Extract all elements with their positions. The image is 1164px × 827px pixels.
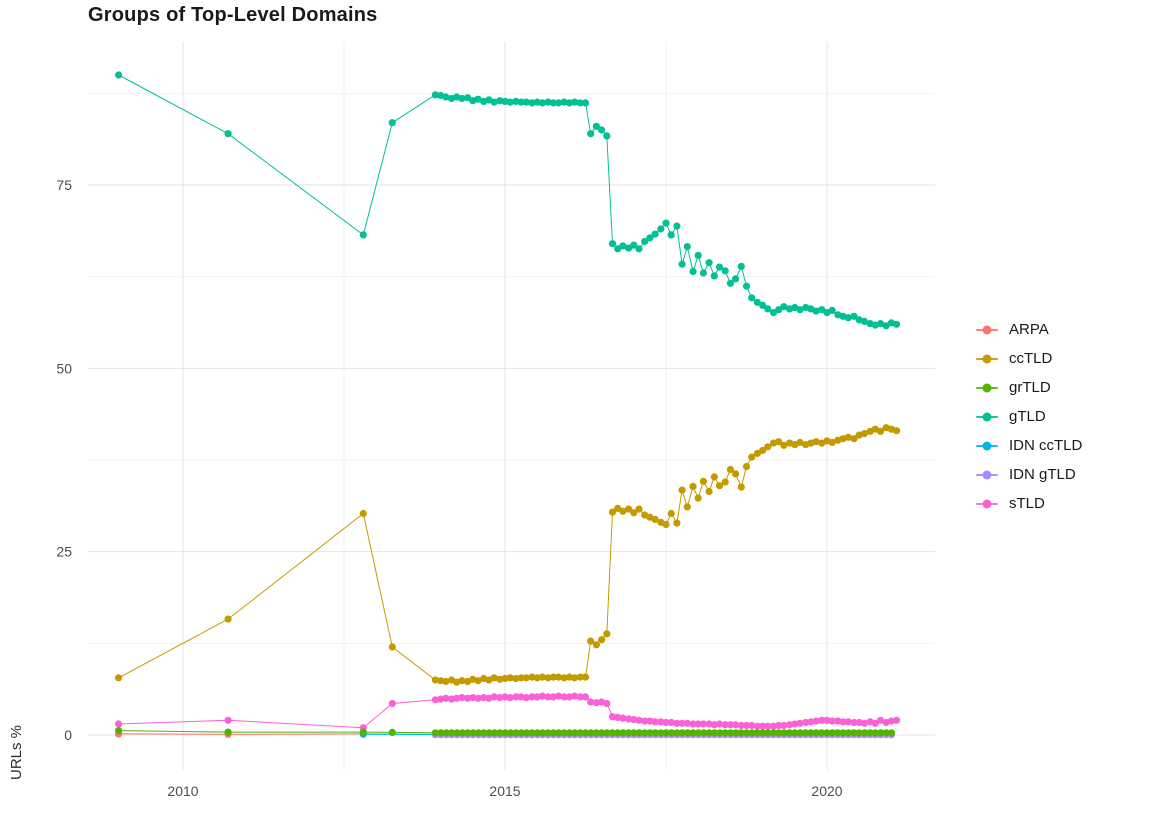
legend-item-idn-cctld: IDN ccTLD <box>975 436 1082 455</box>
grid-minor <box>88 42 935 770</box>
svg-text:75: 75 <box>56 177 72 193</box>
chart-title: Groups of Top-Level Domains <box>88 4 378 26</box>
series-stld <box>115 692 901 732</box>
series-cctld <box>115 424 901 686</box>
legend-key-icon <box>975 380 999 396</box>
legend-key-icon <box>975 409 999 425</box>
legend-label: gTLD <box>1009 408 1046 425</box>
legend-key-icon <box>975 496 999 512</box>
legend-label: ccTLD <box>1009 350 1053 367</box>
legend-label: grTLD <box>1009 379 1051 396</box>
legend-label: sTLD <box>1009 495 1045 512</box>
x-tick-labels: 2010 2015 2020 <box>167 783 842 799</box>
legend-key-icon <box>975 322 999 338</box>
legend-label: IDN ccTLD <box>1009 437 1083 454</box>
svg-text:2010: 2010 <box>167 783 198 799</box>
y-tick-labels: 0 25 50 75 <box>56 177 72 743</box>
legend-key-icon <box>975 467 999 483</box>
legend-item-gtld: gTLD <box>975 407 1082 426</box>
legend-label: ARPA <box>1009 321 1049 338</box>
grid-major <box>88 42 935 770</box>
legend-key-icon <box>975 438 999 454</box>
svg-text:2020: 2020 <box>811 783 842 799</box>
legend-item-grtld: grTLD <box>975 378 1082 397</box>
svg-text:50: 50 <box>56 360 72 376</box>
legend-label: IDN gTLD <box>1009 466 1076 483</box>
svg-text:2015: 2015 <box>489 783 520 799</box>
series-grtld <box>115 727 896 737</box>
legend-item-arpa: ARPA <box>975 320 1082 339</box>
legend-item-stld: sTLD <box>975 494 1082 513</box>
series-gtld <box>115 71 901 330</box>
svg-text:0: 0 <box>64 727 72 743</box>
legend-item-cctld: ccTLD <box>975 349 1082 368</box>
svg-text:25: 25 <box>56 544 72 560</box>
legend: ARPA ccTLD grTLD gTLD IDN ccTLD IDN gTLD sTLD <box>975 320 1082 513</box>
legend-item-idn-gtld: IDN gTLD <box>975 465 1082 484</box>
legend-key-icon <box>975 351 999 367</box>
